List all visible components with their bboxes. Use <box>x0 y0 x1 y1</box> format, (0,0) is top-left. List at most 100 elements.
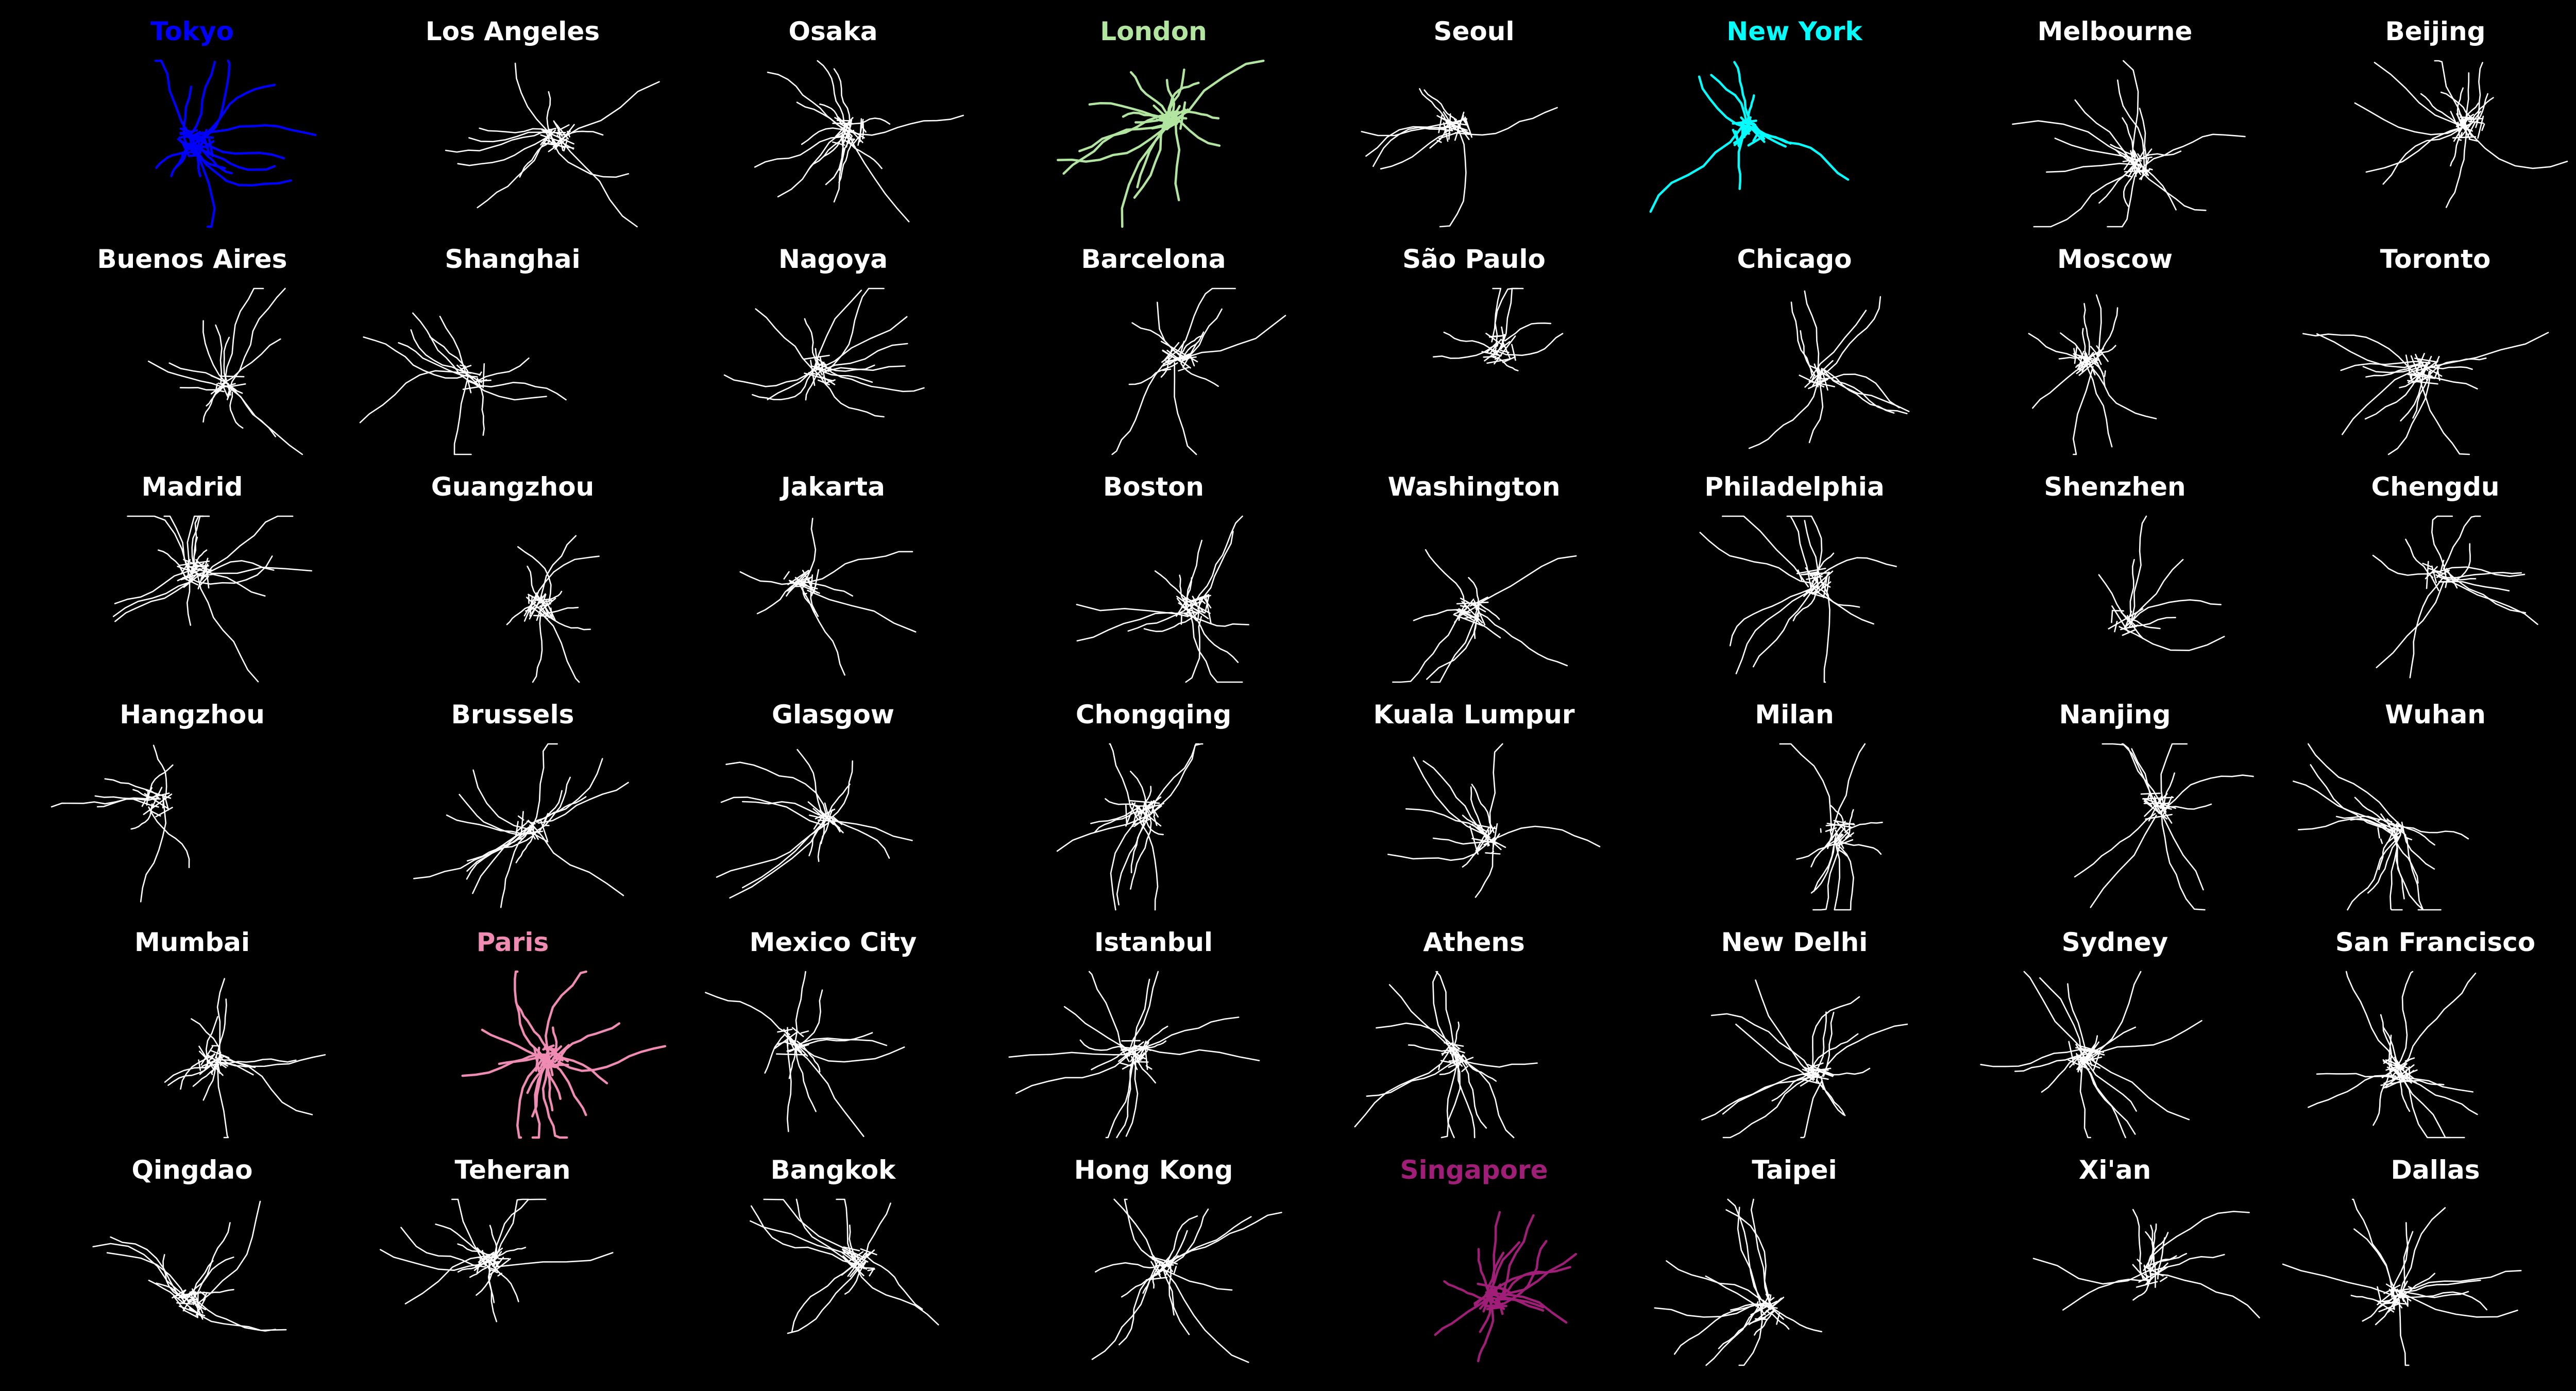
transit-line <box>1095 1262 1157 1273</box>
transit-line <box>515 833 534 863</box>
transit-line <box>1180 363 1219 387</box>
transit-line <box>752 373 812 400</box>
city-panel-moscow: Moscow <box>1955 239 2275 467</box>
city-title: Kuala Lumpur <box>1373 700 1575 730</box>
transit-line <box>529 743 558 833</box>
transit-line <box>814 569 820 590</box>
transit-line <box>853 1263 939 1326</box>
city-network-map <box>1980 971 2202 1139</box>
city-title: Istanbul <box>1094 927 1213 957</box>
transit-line <box>2408 1286 2412 1289</box>
city-panel-kuala-lumpur: Kuala Lumpur <box>1314 694 1634 922</box>
transit-line <box>849 1251 864 1262</box>
transit-line <box>2158 774 2254 814</box>
transit-line <box>1452 126 1460 133</box>
transit-line <box>2091 1059 2190 1121</box>
transit-line <box>150 787 163 810</box>
transit-line <box>202 386 224 423</box>
transit-line <box>495 1252 614 1268</box>
city-title: Brussels <box>451 700 574 730</box>
transit-line <box>1185 616 1202 683</box>
transit-line <box>496 1257 504 1266</box>
transit-line <box>1811 996 1860 1080</box>
transit-line <box>1755 979 1815 1079</box>
transit-line <box>2028 333 2099 364</box>
transit-line <box>2401 821 2435 870</box>
transit-line <box>469 1261 500 1278</box>
transit-line <box>817 816 825 862</box>
transit-line <box>2160 743 2188 809</box>
city-title: Milan <box>1755 700 1834 730</box>
transit-line <box>2096 345 2109 362</box>
transit-line <box>2426 561 2429 589</box>
transit-line <box>1438 1064 1440 1071</box>
city-panel-madrid: Madrid <box>32 467 352 694</box>
transit-line <box>2376 819 2380 822</box>
transit-line <box>1722 1072 1811 1115</box>
transit-line <box>776 1041 788 1045</box>
transit-line <box>865 1202 891 1257</box>
transit-line <box>530 832 549 843</box>
transit-line <box>787 1043 792 1132</box>
transit-line <box>2437 566 2526 578</box>
transit-line <box>2431 565 2437 583</box>
transit-line <box>1109 743 1139 820</box>
transit-line <box>2387 370 2432 455</box>
transit-line <box>1132 1016 1240 1048</box>
transit-line <box>198 59 231 142</box>
transit-line <box>114 572 198 622</box>
transit-line <box>1815 1011 1827 1074</box>
transit-line <box>1796 568 1826 574</box>
transit-line <box>2079 1045 2105 1053</box>
transit-line <box>1442 1042 1453 1056</box>
transit-line <box>2023 971 2091 1059</box>
transit-line <box>2365 125 2469 173</box>
transit-line <box>2124 154 2142 175</box>
transit-line <box>2461 121 2568 169</box>
transit-line <box>178 1293 192 1299</box>
transit-line <box>1750 1198 1771 1307</box>
transit-line <box>1088 971 1130 1062</box>
transit-line <box>1425 549 1465 605</box>
transit-line <box>2378 827 2394 870</box>
transit-line <box>1722 515 1809 588</box>
transit-line <box>461 365 472 370</box>
transit-line <box>1735 1024 1814 1081</box>
transit-line <box>2107 166 2141 228</box>
transit-line <box>836 1198 854 1261</box>
transit-line <box>451 1198 486 1266</box>
transit-line <box>216 978 225 1066</box>
transit-line <box>1150 1261 1162 1279</box>
transit-line <box>489 1225 498 1266</box>
transit-line <box>466 827 530 880</box>
transit-line <box>144 793 170 810</box>
city-panel-san-francisco: San Francisco <box>2275 922 2576 1150</box>
transit-line <box>148 1279 183 1303</box>
transit-line <box>2445 578 2448 588</box>
transit-line <box>2102 743 2161 809</box>
transit-line <box>1811 1033 1859 1070</box>
transit-line <box>720 796 823 826</box>
city-title: Taipei <box>1752 1155 1837 1185</box>
city-network-map <box>413 743 629 908</box>
city-panel-bangkok: Bangkok <box>673 1150 993 1378</box>
transit-line <box>787 570 809 585</box>
transit-line <box>1802 571 1818 575</box>
transit-line <box>1812 838 1842 911</box>
transit-line <box>481 1028 555 1065</box>
transit-line <box>827 784 851 818</box>
transit-line <box>143 793 173 815</box>
transit-line <box>2123 168 2138 208</box>
city-panel-dallas: Dallas <box>2275 1150 2576 1378</box>
transit-line <box>221 1058 297 1064</box>
transit-line <box>526 820 536 825</box>
transit-line <box>2073 366 2094 455</box>
city-title: Boston <box>1103 472 1205 502</box>
transit-line <box>2409 1066 2411 1081</box>
transit-line <box>1180 335 1203 354</box>
transit-line <box>2140 792 2161 795</box>
transit-line <box>2077 352 2094 369</box>
transit-line <box>1809 573 1820 576</box>
transit-line <box>796 989 823 1048</box>
transit-line <box>2385 1066 2397 1071</box>
